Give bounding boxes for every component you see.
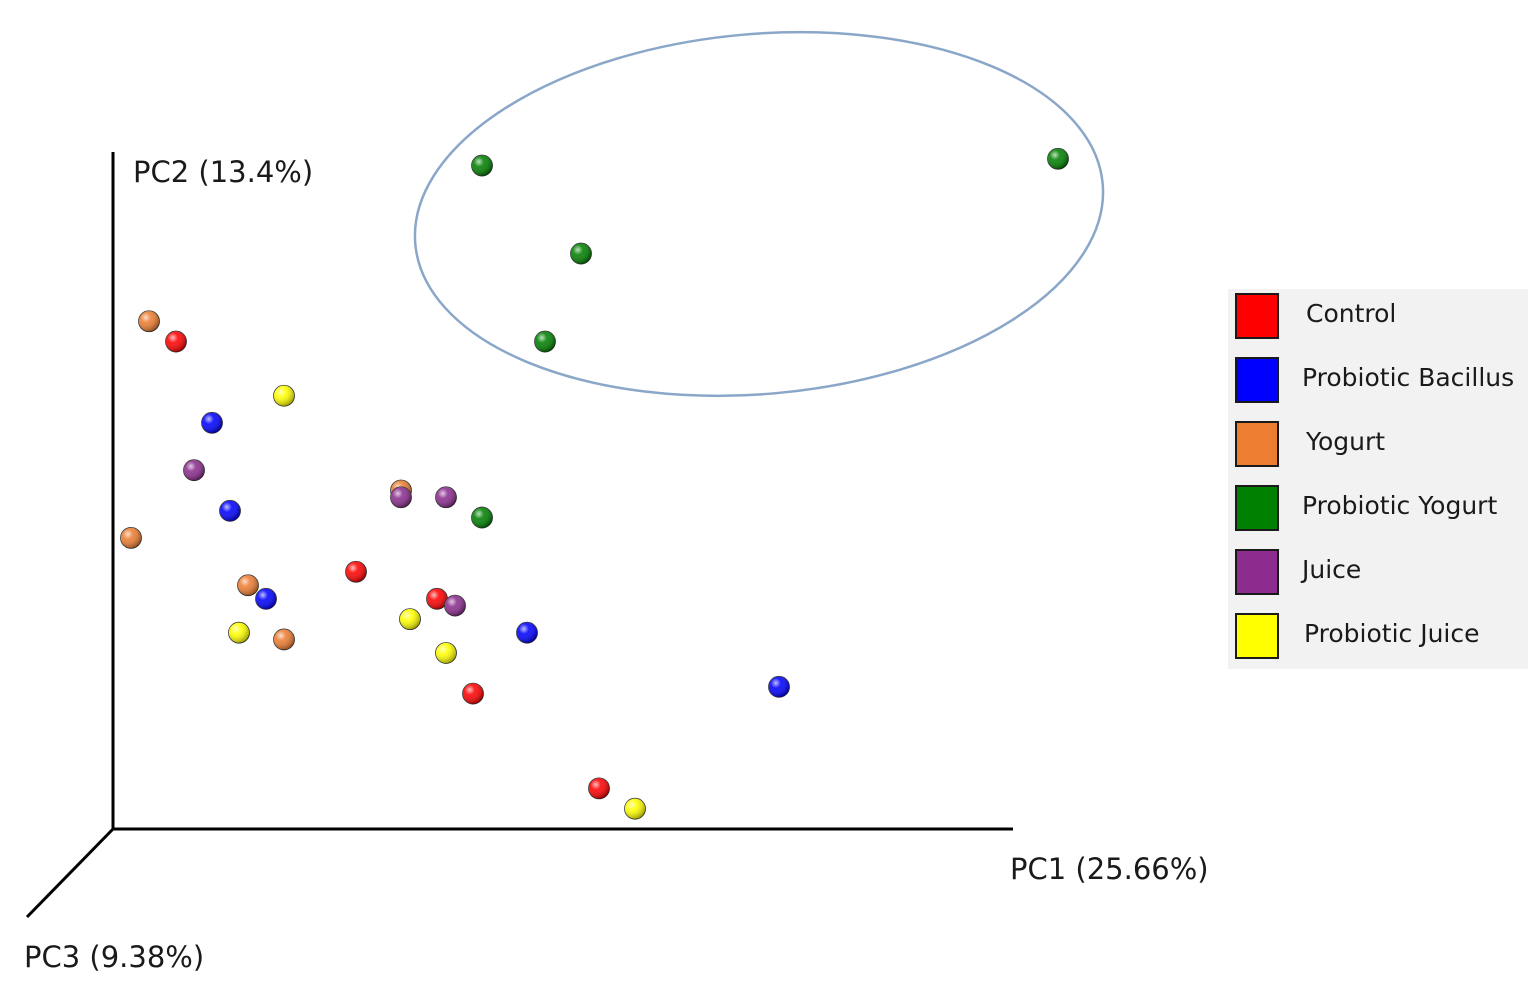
data-point-probiotic-bacillus — [255, 587, 277, 610]
legend-swatch — [1235, 357, 1279, 403]
probiotic-yogurt-cluster-ellipse — [413, 30, 1105, 398]
legend-item-probiotic-juice: Probiotic Juice — [1228, 609, 1528, 673]
legend: Control Probiotic Bacillus Yogurt Probio… — [1228, 289, 1528, 669]
data-point-probiotic-juice — [435, 642, 457, 664]
data-point-juice — [390, 486, 412, 509]
pc2-axis-label: PC2 (13.4%) — [133, 155, 314, 189]
data-point-probiotic-yogurt — [1047, 147, 1069, 170]
data-point-yogurt — [237, 574, 259, 597]
legend-label: Probiotic Bacillus — [1302, 363, 1515, 392]
pc3-axis-line — [25, 827, 115, 919]
legend-label: Probiotic Juice — [1304, 619, 1480, 648]
data-point-probiotic-bacillus — [768, 675, 790, 698]
data-point-probiotic-yogurt — [471, 506, 493, 529]
pc1-axis-label: PC1 (25.66%) — [1010, 852, 1209, 886]
data-point-control — [426, 587, 448, 610]
data-point-probiotic-yogurt — [534, 330, 556, 353]
data-point-probiotic-bacillus — [201, 411, 223, 434]
legend-label: Probiotic Yogurt — [1302, 491, 1498, 520]
data-point-control — [345, 560, 367, 583]
data-point-yogurt — [273, 628, 295, 651]
legend-swatch — [1235, 293, 1279, 339]
data-point-control — [462, 682, 484, 705]
data-point-probiotic-juice — [228, 621, 250, 644]
data-point-probiotic-yogurt — [570, 242, 592, 265]
data-point-juice — [435, 486, 457, 509]
data-point-control — [165, 330, 187, 353]
data-points — [120, 147, 1069, 820]
legend-swatch — [1235, 613, 1279, 659]
legend-item-juice: Juice — [1228, 545, 1528, 609]
data-point-probiotic-juice — [399, 608, 421, 631]
pc3-axis-label: PC3 (9.38%) — [24, 940, 205, 974]
data-point-yogurt — [138, 310, 160, 333]
legend-item-probiotic-yogurt: Probiotic Yogurt — [1228, 481, 1528, 545]
legend-label: Yogurt — [1306, 427, 1386, 456]
legend-swatch — [1235, 421, 1279, 467]
legend-label: Control — [1306, 299, 1397, 328]
data-point-probiotic-bacillus — [219, 499, 241, 522]
legend-label: Juice — [1302, 555, 1362, 584]
data-point-juice — [183, 459, 205, 482]
data-point-probiotic-yogurt — [471, 154, 493, 177]
legend-item-probiotic-bacillus: Probiotic Bacillus — [1228, 353, 1528, 417]
legend-item-yogurt: Yogurt — [1228, 417, 1528, 481]
data-point-control — [588, 777, 610, 800]
data-point-probiotic-juice — [273, 384, 295, 407]
legend-swatch — [1235, 485, 1279, 531]
legend-item-control: Control — [1228, 289, 1528, 353]
data-point-juice — [444, 594, 466, 617]
data-point-probiotic-juice — [624, 797, 646, 820]
legend-swatch — [1235, 549, 1279, 595]
data-point-probiotic-bacillus — [516, 621, 538, 644]
data-point-yogurt — [120, 526, 142, 549]
